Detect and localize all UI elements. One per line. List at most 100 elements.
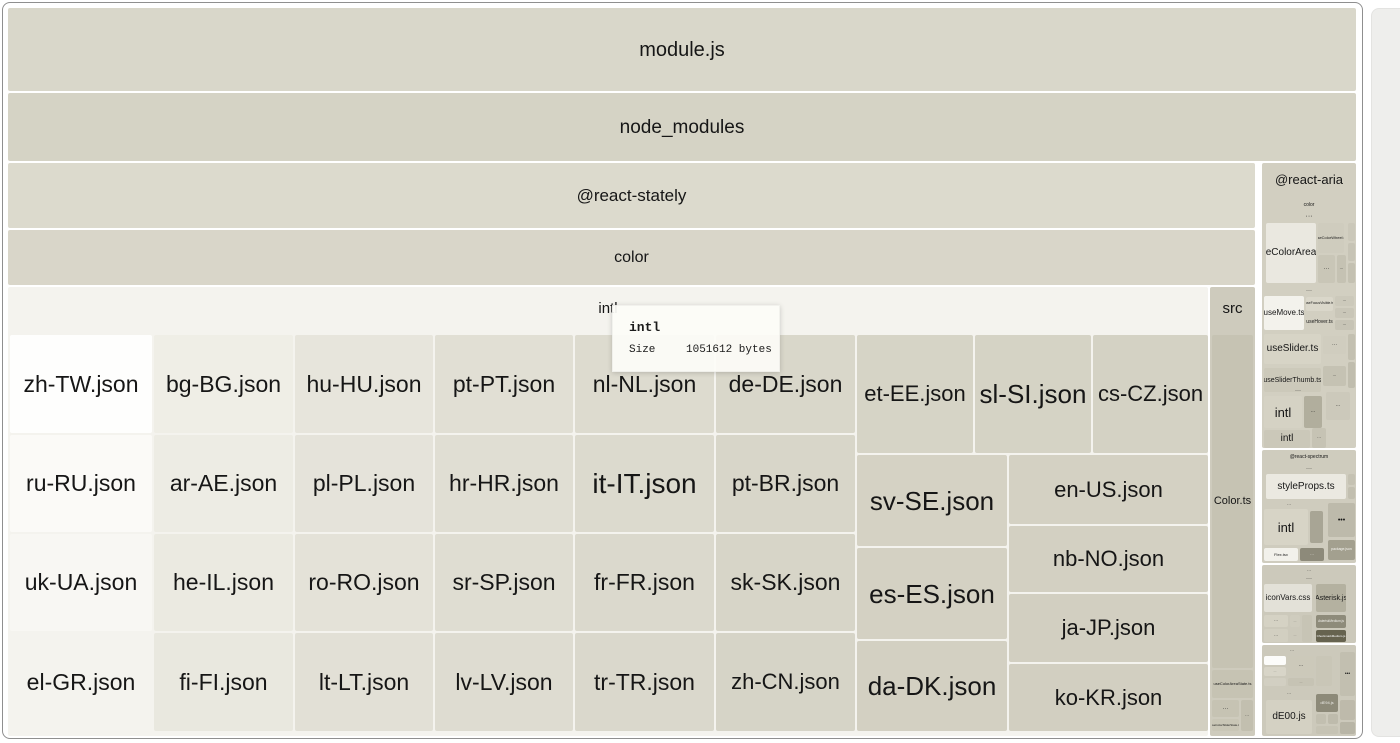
node-use-hover[interactable]: useHover.ts: [1306, 314, 1333, 330]
node-use-color-area-state[interactable]: useColorAreaState.ts: [1212, 670, 1253, 698]
cell-lt-LT[interactable]: lt-LT.json: [295, 633, 433, 731]
node-use-color-wheel[interactable]: useColorWheel.ts: [1318, 223, 1344, 253]
cell-ru-RU[interactable]: ru-RU.json: [10, 435, 152, 532]
node-use-color-area[interactable]: useColorArea.ts: [1266, 223, 1316, 283]
cell-uk-UA[interactable]: uk-UA.json: [10, 534, 152, 631]
cell-ja-JP[interactable]: ja-JP.json: [1009, 594, 1208, 662]
node-package-json[interactable]: package.json: [1328, 540, 1355, 560]
node-de00-js[interactable]: dE00.js: [1266, 700, 1312, 734]
node-bottom-tiny-2[interactable]: ···: [1288, 656, 1314, 676]
node-aria-edge-3[interactable]: [1348, 263, 1355, 283]
cell-pt-PT[interactable]: pt-PT.json: [435, 335, 573, 433]
node-grid-dark[interactable]: ···: [1300, 548, 1324, 561]
cell-it-IT[interactable]: it-IT.json: [575, 435, 714, 532]
node-spectrum-edge-1[interactable]: [1348, 474, 1355, 485]
node-icons-tiny-2[interactable]: ···: [1290, 615, 1300, 627]
node-delta-tiny-1[interactable]: [1316, 714, 1326, 724]
cell-pl-PL[interactable]: pl-PL.json: [295, 435, 433, 532]
node-right-col-b[interactable]: [1340, 700, 1355, 720]
cell-cs-CZ[interactable]: cs-CZ.json: [1093, 335, 1208, 453]
node-spectrum-intl-dark[interactable]: [1310, 511, 1323, 543]
node-react-stately[interactable]: @react-stately: [8, 163, 1255, 228]
node-slider-tiny-2[interactable]: ···: [1323, 366, 1346, 386]
cell-ro-RO[interactable]: ro-RO.json: [295, 534, 433, 631]
node-asterisk-medium-js[interactable]: AsteriskMedium.js: [1316, 615, 1346, 628]
node-spectrum-intl[interactable]: intl: [1264, 509, 1308, 545]
cell-es-ES[interactable]: es-ES.json: [857, 548, 1007, 639]
cell-he-IL[interactable]: he-IL.json: [154, 534, 293, 631]
node-bottom-tiny-4[interactable]: ···: [1288, 678, 1314, 686]
node-src-more-2[interactable]: ···: [1241, 700, 1253, 731]
cell-et-EE[interactable]: et-EE.json: [857, 335, 973, 453]
node-de94-js[interactable]: dE94.js: [1316, 694, 1338, 712]
node-use-slider[interactable]: useSlider.ts: [1264, 334, 1321, 364]
node-asterisk-js[interactable]: Asterisk.js: [1316, 584, 1346, 612]
node-interactions-tiny-2[interactable]: ···: [1335, 308, 1354, 318]
node-aria-edge-1[interactable]: [1348, 223, 1355, 241]
node-bottom-tiny-3[interactable]: [1264, 678, 1286, 686]
cell-sk-SK[interactable]: sk-SK.json: [716, 534, 855, 631]
node-delta-tiny-2[interactable]: [1328, 714, 1338, 724]
node-style-props[interactable]: styleProps.ts: [1266, 474, 1346, 499]
node-bottom-tiny-1[interactable]: ···: [1264, 667, 1286, 676]
node-right-col-c[interactable]: [1340, 722, 1355, 734]
cell-ko-KR[interactable]: ko-KR.json: [1009, 664, 1208, 731]
cell-fr-FR[interactable]: fr-FR.json: [575, 534, 714, 631]
cell-sv-SE[interactable]: sv-SE.json: [857, 455, 1007, 546]
node-aria-intl-dark[interactable]: ···: [1304, 396, 1322, 428]
node-color-ts[interactable]: Color.ts: [1212, 335, 1253, 668]
node-aria-cw-more-1[interactable]: ···: [1318, 255, 1335, 283]
cell-el-GR[interactable]: el-GR.json: [10, 633, 152, 731]
node-bottom-header: ···: [1290, 647, 1294, 653]
node-aria-edge-5[interactable]: [1348, 362, 1355, 388]
cell-tr-TR[interactable]: tr-TR.json: [575, 633, 714, 731]
cell-pt-BR[interactable]: pt-BR.json: [716, 435, 855, 532]
node-icons-tiny-4[interactable]: ···: [1290, 629, 1300, 642]
node-right-col-dots[interactable]: •••: [1340, 652, 1355, 696]
node-color[interactable]: color: [8, 230, 1255, 285]
node-slider-tiny-1[interactable]: ···: [1323, 336, 1346, 354]
node-use-focus-visible[interactable]: useFocusVisible.ts: [1306, 297, 1333, 311]
cell-zh-CN[interactable]: zh-CN.json: [716, 633, 855, 731]
node-icons-tiny-1[interactable]: ···: [1264, 615, 1288, 627]
node-aria-i18n-tiny[interactable]: ···: [1326, 392, 1350, 420]
node-use-move[interactable]: useMove.ts: [1264, 296, 1304, 330]
cell-en-US[interactable]: en-US.json: [1009, 455, 1208, 524]
node-src-more-1[interactable]: ···: [1212, 700, 1239, 717]
node-aria-edge-4[interactable]: [1348, 334, 1355, 360]
node-checkmark-medium-js[interactable]: CheckmarkMedium.js: [1316, 630, 1346, 642]
cell-hu-HU[interactable]: hu-HU.json: [295, 335, 433, 433]
cell-hr-HR[interactable]: hr-HR.json: [435, 435, 573, 532]
node-aria-cw-more-2[interactable]: ···: [1337, 255, 1346, 283]
node-aria-intl-1[interactable]: intl: [1264, 396, 1302, 428]
cell-zh-TW[interactable]: zh-TW.json: [10, 335, 152, 433]
node-use-slider-thumb[interactable]: useSliderThumb.ts: [1264, 368, 1321, 392]
node-flex-tsx[interactable]: Flex.tsx: [1264, 548, 1298, 561]
node-interactions-tiny-3[interactable]: ···: [1335, 320, 1354, 330]
node-aria-intl-2[interactable]: intl: [1264, 430, 1310, 448]
cell-lv-LV[interactable]: lv-LV.json: [435, 633, 573, 731]
node-node-modules[interactable]: node_modules: [8, 93, 1356, 161]
node-aria-intl-2-side[interactable]: ···: [1312, 428, 1326, 448]
node-aria-edge-2[interactable]: [1348, 243, 1355, 261]
node-icon-vars-css[interactable]: iconVars.css: [1264, 584, 1312, 612]
node-spectrum-edge-2[interactable]: [1348, 487, 1355, 499]
node-aria-interactions-dots: ···: [1306, 288, 1312, 294]
cell-bg-BG[interactable]: bg-BG.json: [154, 335, 293, 433]
cell-nb-NO[interactable]: nb-NO.json: [1009, 526, 1208, 592]
cell-sl-SI[interactable]: sl-SI.json: [975, 335, 1091, 453]
node-module-js[interactable]: module.js: [8, 8, 1356, 91]
node-interactions-tiny-1[interactable]: ···: [1335, 296, 1354, 306]
cell-ar-AE[interactable]: ar-AE.json: [154, 435, 293, 532]
node-delta-tiny-3[interactable]: [1316, 726, 1338, 734]
node-icons-tiny-3[interactable]: ···: [1264, 629, 1288, 642]
cell-da-DK[interactable]: da-DK.json: [857, 641, 1007, 731]
cell-sr-SP[interactable]: sr-SP.json: [435, 534, 573, 631]
node-spectrum-dots-box[interactable]: •••: [1328, 503, 1355, 537]
node-bottom-white[interactable]: [1264, 656, 1286, 665]
node-bottom-tiny-5[interactable]: [1316, 656, 1332, 686]
node-use-color-slider-state[interactable]: useColorSliderState.ts: [1212, 719, 1239, 731]
node-icons-edge-1[interactable]: [1302, 615, 1312, 642]
cell-fi-FI[interactable]: fi-FI.json: [154, 633, 293, 731]
